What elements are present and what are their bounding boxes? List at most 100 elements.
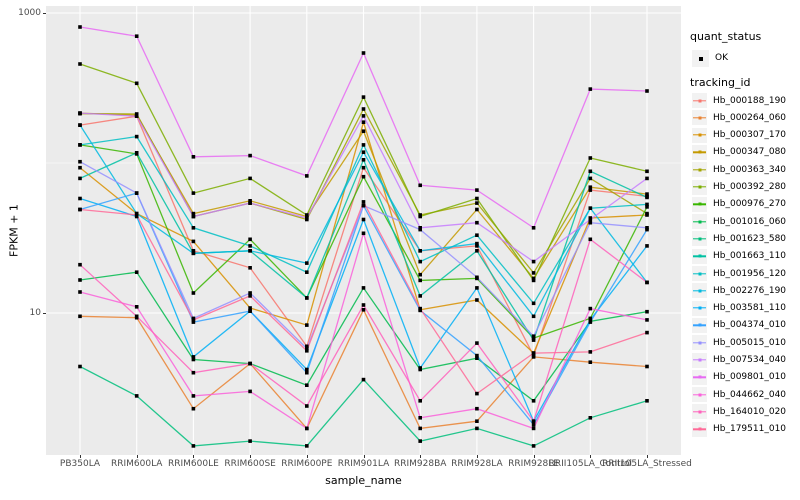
data-point xyxy=(418,399,422,403)
data-point xyxy=(531,419,536,423)
data-point xyxy=(361,203,366,208)
data-point xyxy=(361,200,366,204)
data-point xyxy=(475,391,479,396)
data-point xyxy=(588,360,593,364)
data-point xyxy=(191,406,196,411)
black-point-icon xyxy=(698,56,703,61)
data-point xyxy=(191,211,196,216)
data-point xyxy=(361,286,366,290)
data-point xyxy=(588,185,593,189)
legend-key-Hb_003581_110 xyxy=(692,300,707,316)
data-point xyxy=(134,305,139,309)
legend-label-Hb_001663_110: Hb_001663_110 xyxy=(713,251,787,262)
data-point xyxy=(645,195,649,200)
data-point xyxy=(475,426,479,431)
data-point xyxy=(588,206,593,210)
data-point xyxy=(191,226,196,230)
data-point xyxy=(588,156,593,160)
data-point xyxy=(305,404,309,408)
data-point xyxy=(531,444,536,448)
data-point xyxy=(248,199,252,203)
data-point xyxy=(191,318,196,322)
legend-key-Hb_000347_080 xyxy=(692,144,707,160)
data-point xyxy=(475,196,479,201)
data-point xyxy=(134,314,139,319)
data-point xyxy=(361,51,366,55)
legend-key-Hb_001956_120 xyxy=(692,266,707,281)
legend-key-Hb_000188_190 xyxy=(692,93,707,108)
data-point xyxy=(248,153,252,158)
data-point xyxy=(134,112,139,116)
data-point xyxy=(475,419,479,423)
legend-key-Hb_044662_040 xyxy=(692,387,707,403)
x-tick-label-RRII105LA_Stressed: RRII105LA_Stressed xyxy=(602,459,692,469)
data-point xyxy=(418,306,422,311)
data-point xyxy=(305,270,309,274)
x-tick-label-RRIM928BA: RRIM928BA xyxy=(393,459,447,469)
data-point xyxy=(361,174,366,179)
legend-title-tracking-id: tracking_id xyxy=(690,76,751,89)
data-point xyxy=(418,272,422,277)
legend-label-Hb_007534_040: Hb_007534_040 xyxy=(713,355,787,365)
data-point xyxy=(78,290,82,294)
data-point xyxy=(531,301,536,306)
legend-point-icon xyxy=(698,99,701,102)
data-point xyxy=(248,361,252,366)
legend-label-Hb_179511_010: Hb_179511_010 xyxy=(713,424,787,435)
data-point xyxy=(361,377,366,382)
x-tick-label-RRIM600SE: RRIM600SE xyxy=(224,459,276,469)
data-point xyxy=(418,426,422,431)
data-point xyxy=(78,123,82,127)
data-point xyxy=(305,323,309,327)
data-point xyxy=(361,129,366,133)
x-tick-mark xyxy=(420,455,422,458)
data-point xyxy=(531,259,536,264)
data-point xyxy=(134,134,139,139)
data-point xyxy=(645,318,649,322)
plot-panel xyxy=(46,6,681,455)
data-point xyxy=(588,220,593,225)
data-point xyxy=(475,201,479,205)
data-point xyxy=(361,150,366,154)
data-point xyxy=(475,353,479,358)
x-tick-label-RRIM928LA: RRIM928LA xyxy=(451,459,503,469)
data-point xyxy=(361,95,366,99)
data-point xyxy=(475,188,479,192)
data-point xyxy=(531,314,536,319)
data-point xyxy=(248,309,252,313)
data-point xyxy=(531,278,536,283)
data-point xyxy=(361,165,366,170)
x-tick-mark xyxy=(590,455,592,458)
data-point xyxy=(361,217,366,222)
data-point xyxy=(305,367,309,372)
x-tick-mark xyxy=(306,455,308,458)
data-point xyxy=(305,213,309,217)
data-point xyxy=(248,201,252,205)
data-point xyxy=(248,237,252,242)
x-tick-label-RRIM928LE: RRIM928LE xyxy=(508,459,559,469)
data-point xyxy=(588,217,593,222)
legend-point-icon xyxy=(698,237,701,241)
legend-point-icon xyxy=(698,323,701,327)
data-point xyxy=(78,165,82,170)
data-point xyxy=(588,318,593,322)
data-point xyxy=(418,294,422,298)
x-tick-label-RRIM600LA: RRIM600LA xyxy=(110,459,163,469)
legend-key-Hb_009801_010 xyxy=(692,369,707,385)
data-point xyxy=(531,226,536,230)
x-tick-label-PB350LA: PB350LA xyxy=(59,459,101,469)
data-point xyxy=(191,249,196,253)
data-point xyxy=(78,62,82,66)
data-point xyxy=(588,176,593,181)
legend-key-Hb_000307_170 xyxy=(692,127,707,143)
legend-point-icon xyxy=(698,133,701,137)
legend-label-Hb_004374_010: Hb_004374_010 xyxy=(713,320,787,331)
legend-point-icon xyxy=(698,168,701,172)
data-point xyxy=(248,244,252,248)
legend-label-Hb_000264_060: Hb_000264_060 xyxy=(713,112,787,123)
x-axis-title: sample_name xyxy=(325,474,402,487)
data-point xyxy=(191,357,196,362)
data-point xyxy=(191,239,196,244)
legend-point-icon xyxy=(698,289,701,293)
data-point xyxy=(305,261,309,265)
